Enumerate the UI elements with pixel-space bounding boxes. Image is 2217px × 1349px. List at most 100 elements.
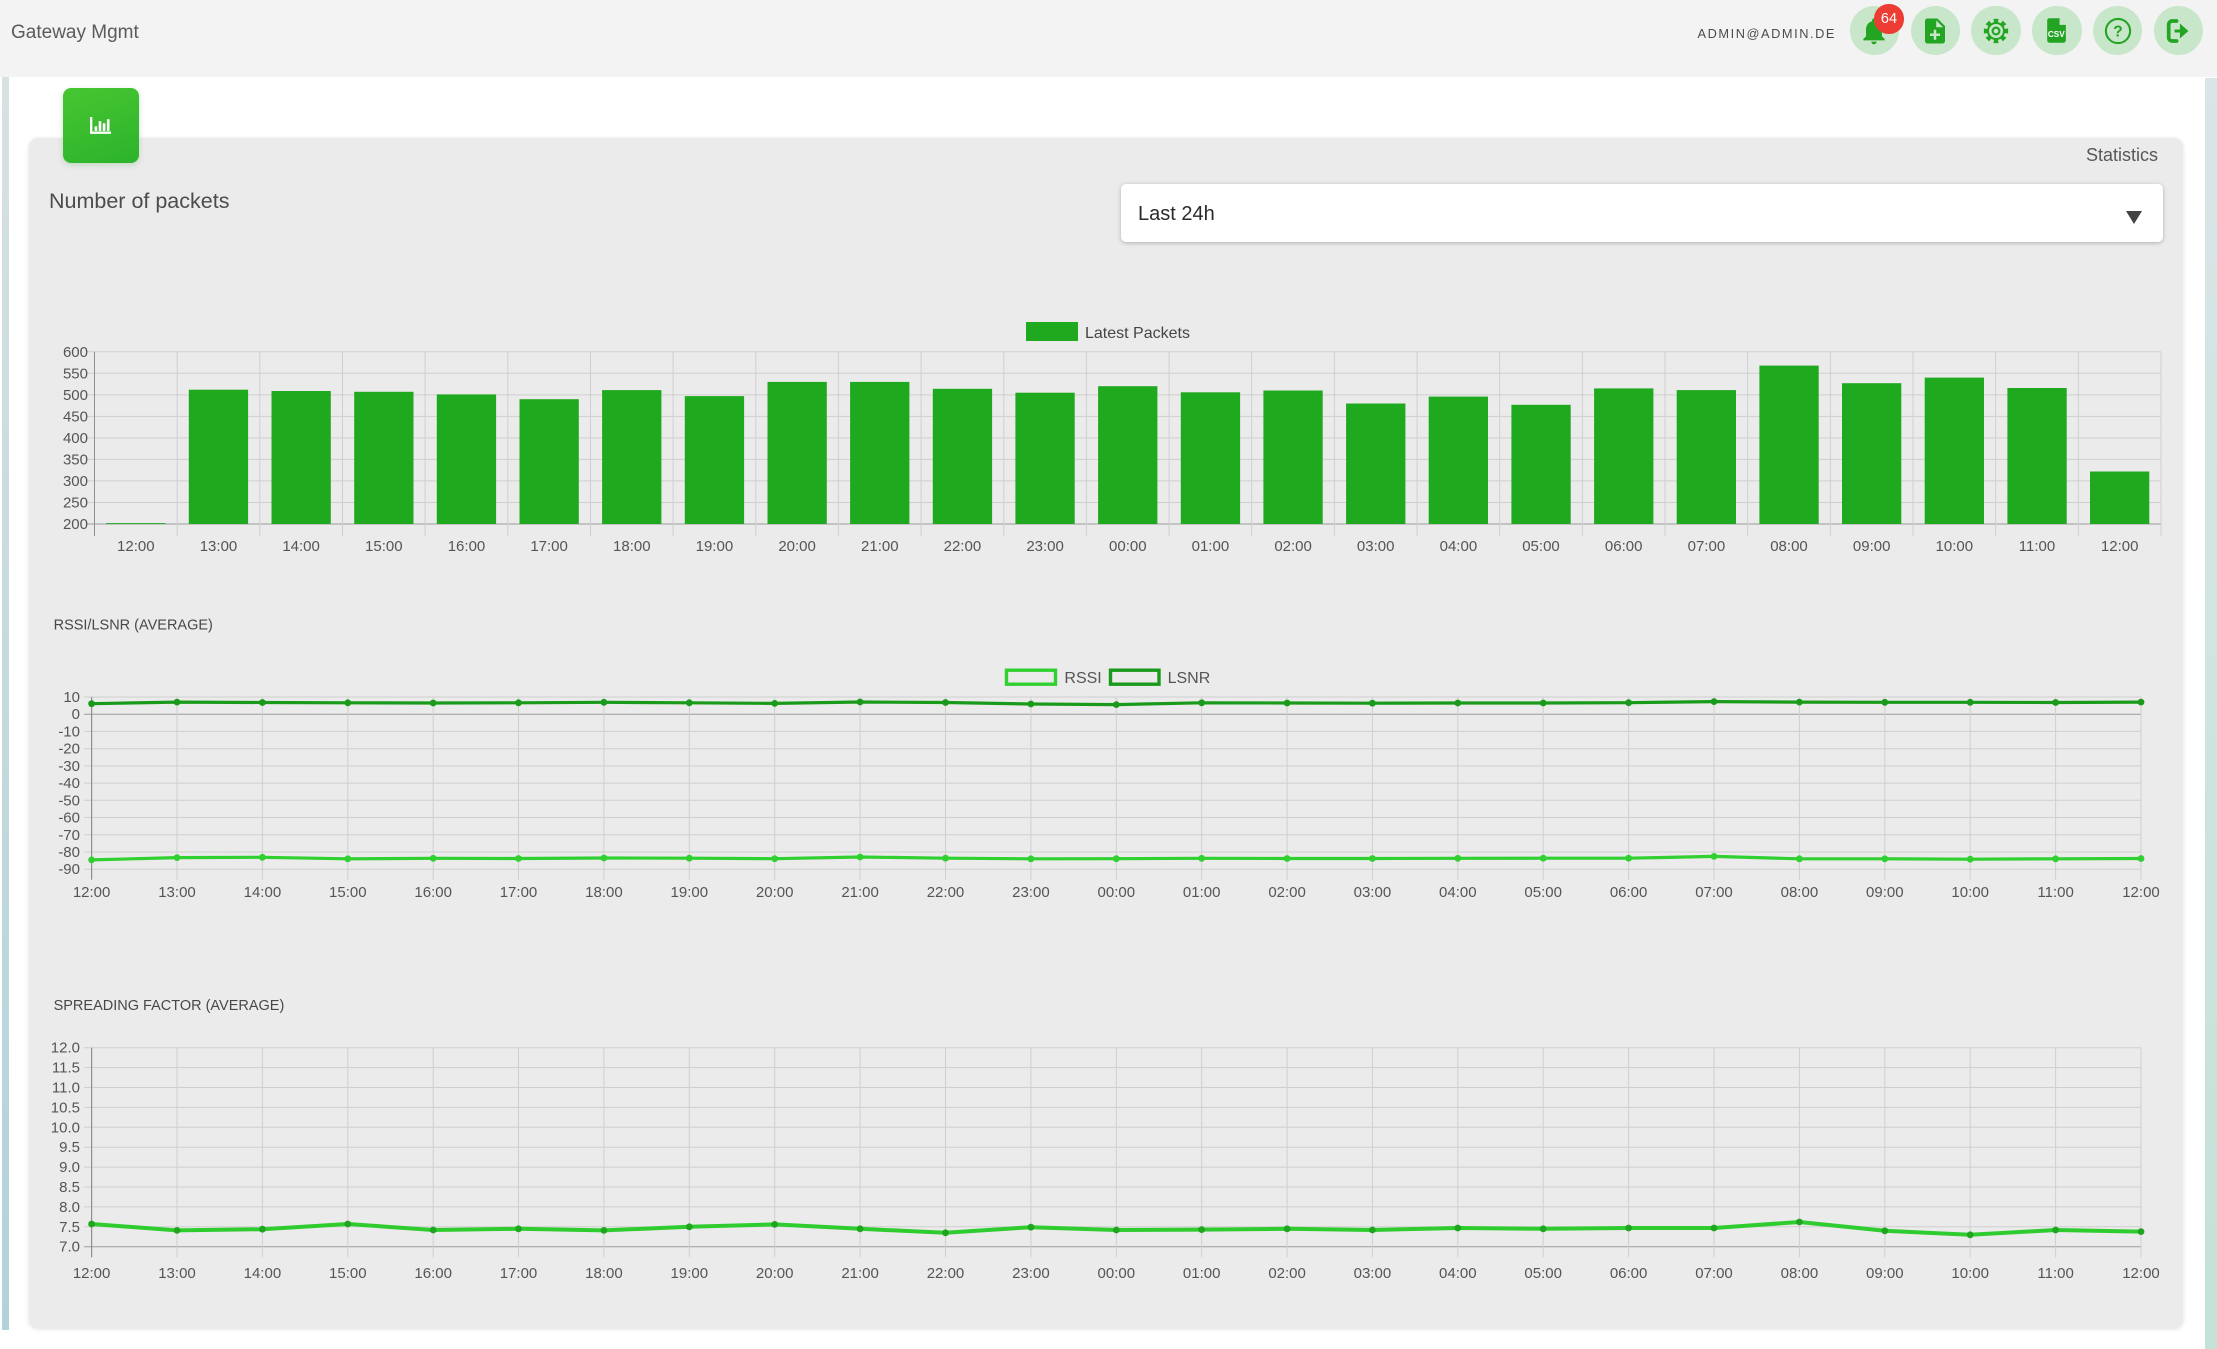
svg-text:05:00: 05:00 (1522, 538, 1560, 555)
svg-text:21:00: 21:00 (841, 1265, 879, 1282)
svg-text:?: ? (2113, 23, 2122, 40)
svg-text:-50: -50 (58, 792, 80, 809)
svg-text:01:00: 01:00 (1183, 884, 1221, 901)
svg-text:13:00: 13:00 (200, 538, 238, 555)
svg-text:10:00: 10:00 (1951, 884, 1989, 901)
svg-text:0: 0 (72, 706, 80, 723)
svg-text:01:00: 01:00 (1192, 538, 1230, 555)
svg-text:-20: -20 (58, 741, 80, 758)
svg-text:LSNR: LSNR (1168, 670, 1211, 687)
svg-text:11:00: 11:00 (2019, 538, 2055, 555)
svg-text:02:00: 02:00 (1274, 538, 1312, 555)
svg-text:550: 550 (63, 365, 88, 382)
svg-text:07:00: 07:00 (1695, 884, 1733, 901)
svg-text:20:00: 20:00 (778, 538, 816, 555)
svg-text:04:00: 04:00 (1440, 538, 1478, 555)
svg-text:-30: -30 (58, 758, 80, 775)
svg-text:11.0: 11.0 (52, 1080, 80, 1097)
svg-text:20:00: 20:00 (756, 884, 794, 901)
svg-text:12:00: 12:00 (2122, 1265, 2160, 1282)
svg-text:07:00: 07:00 (1688, 538, 1726, 555)
svg-text:23:00: 23:00 (1012, 884, 1050, 901)
svg-text:14:00: 14:00 (282, 538, 320, 555)
svg-text:16:00: 16:00 (448, 538, 486, 555)
svg-text:18:00: 18:00 (585, 884, 623, 901)
svg-text:12:00: 12:00 (73, 1265, 111, 1282)
svg-text:8.5: 8.5 (59, 1179, 80, 1196)
svg-text:08:00: 08:00 (1781, 884, 1819, 901)
svg-text:23:00: 23:00 (1026, 538, 1064, 555)
svg-text:Latest Packets: Latest Packets (1085, 325, 1190, 342)
svg-text:10: 10 (63, 689, 80, 706)
svg-text:450: 450 (63, 408, 88, 425)
svg-text:19:00: 19:00 (671, 1265, 709, 1282)
svg-text:08:00: 08:00 (1781, 1265, 1819, 1282)
svg-text:17:00: 17:00 (500, 884, 538, 901)
svg-text:22:00: 22:00 (927, 1265, 965, 1282)
svg-text:CSV: CSV (2048, 30, 2065, 39)
svg-text:00:00: 00:00 (1109, 538, 1147, 555)
svg-text:12:00: 12:00 (2122, 884, 2160, 901)
svg-text:10.0: 10.0 (51, 1119, 80, 1136)
svg-text:10:00: 10:00 (1936, 538, 1974, 555)
svg-text:05:00: 05:00 (1524, 1265, 1562, 1282)
svg-text:12.0: 12.0 (51, 1040, 80, 1057)
svg-text:300: 300 (63, 473, 88, 490)
svg-text:03:00: 03:00 (1354, 884, 1392, 901)
svg-text:07:00: 07:00 (1695, 1265, 1733, 1282)
svg-text:03:00: 03:00 (1354, 1265, 1392, 1282)
svg-text:19:00: 19:00 (671, 884, 709, 901)
svg-text:09:00: 09:00 (1866, 1265, 1904, 1282)
svg-text:11:00: 11:00 (2037, 884, 2073, 901)
svg-text:10:00: 10:00 (1951, 1265, 1989, 1282)
svg-text:9.5: 9.5 (59, 1139, 80, 1156)
svg-text:-70: -70 (58, 827, 80, 844)
svg-text:04:00: 04:00 (1439, 884, 1477, 901)
svg-text:7.0: 7.0 (59, 1239, 80, 1256)
svg-text:7.5: 7.5 (59, 1219, 80, 1236)
svg-text:21:00: 21:00 (841, 884, 879, 901)
svg-text:-10: -10 (58, 723, 80, 740)
svg-text:SPREADING FACTOR (AVERAGE): SPREADING FACTOR (AVERAGE) (54, 998, 285, 1014)
svg-text:05:00: 05:00 (1524, 884, 1562, 901)
svg-text:12:00: 12:00 (73, 884, 111, 901)
svg-text:17:00: 17:00 (500, 1265, 538, 1282)
svg-text:03:00: 03:00 (1357, 538, 1395, 555)
svg-text:20:00: 20:00 (756, 1265, 794, 1282)
svg-text:22:00: 22:00 (944, 538, 982, 555)
svg-text:04:00: 04:00 (1439, 1265, 1477, 1282)
svg-text:18:00: 18:00 (585, 1265, 623, 1282)
svg-text:23:00: 23:00 (1012, 1265, 1050, 1282)
svg-text:22:00: 22:00 (927, 884, 965, 901)
svg-text:00:00: 00:00 (1098, 1265, 1136, 1282)
svg-text:16:00: 16:00 (414, 1265, 452, 1282)
svg-text:500: 500 (63, 387, 88, 404)
svg-text:8.0: 8.0 (59, 1199, 80, 1216)
svg-text:14:00: 14:00 (244, 884, 282, 901)
svg-text:16:00: 16:00 (414, 884, 452, 901)
svg-text:-80: -80 (58, 844, 80, 861)
svg-text:06:00: 06:00 (1605, 538, 1643, 555)
svg-text:09:00: 09:00 (1853, 538, 1891, 555)
svg-text:13:00: 13:00 (158, 1265, 196, 1282)
svg-text:250: 250 (63, 495, 88, 512)
svg-text:00:00: 00:00 (1098, 884, 1136, 901)
svg-text:RSSI: RSSI (1064, 670, 1101, 687)
svg-text:15:00: 15:00 (329, 1265, 367, 1282)
svg-text:13:00: 13:00 (158, 884, 196, 901)
svg-text:-60: -60 (58, 810, 80, 827)
svg-text:12:00: 12:00 (117, 538, 155, 555)
svg-text:350: 350 (63, 451, 88, 468)
svg-text:02:00: 02:00 (1268, 1265, 1306, 1282)
svg-text:9.0: 9.0 (59, 1159, 80, 1176)
svg-text:14:00: 14:00 (244, 1265, 282, 1282)
svg-text:600: 600 (63, 344, 88, 361)
svg-text:15:00: 15:00 (365, 538, 403, 555)
svg-text:19:00: 19:00 (696, 538, 734, 555)
svg-text:RSSI/LSNR (AVERAGE): RSSI/LSNR (AVERAGE) (54, 618, 213, 634)
svg-text:21:00: 21:00 (861, 538, 899, 555)
svg-text:10.5: 10.5 (51, 1099, 80, 1116)
svg-text:15:00: 15:00 (329, 884, 367, 901)
svg-text:-40: -40 (58, 775, 80, 792)
svg-text:08:00: 08:00 (1770, 538, 1808, 555)
